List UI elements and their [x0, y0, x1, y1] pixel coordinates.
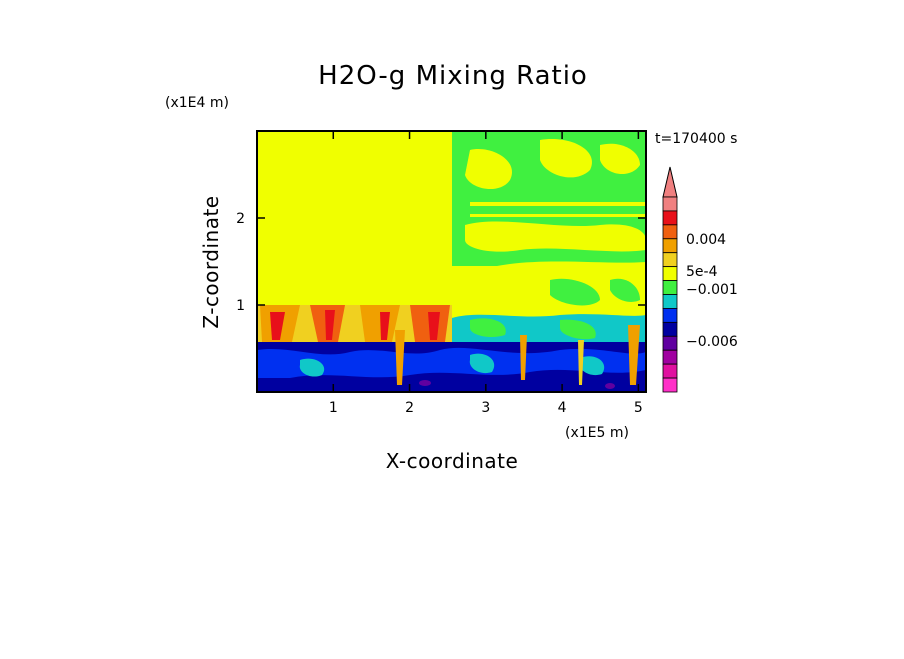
cyan-patch — [469, 353, 495, 374]
y-axis-title: Z-coordinate — [199, 195, 223, 328]
time-label: t=170400 s — [655, 131, 737, 147]
colorbar-swatch — [662, 196, 678, 212]
colorbar-tick-label: −0.001 — [686, 282, 738, 298]
colorbar-swatch — [662, 349, 678, 365]
y-tick-label: 2 — [236, 211, 245, 227]
x-tick-label: 2 — [405, 400, 414, 416]
colorbar-swatch — [662, 335, 678, 351]
orange-flame — [360, 305, 400, 342]
colorbar-tick-label: −0.006 — [686, 334, 738, 350]
y-tick-label: 1 — [236, 298, 245, 314]
y-axis: 12 — [236, 211, 646, 314]
purple-spot — [605, 383, 615, 389]
yellow-patch — [600, 143, 640, 175]
colorbar-swatch — [662, 377, 678, 393]
orange-flame — [380, 312, 390, 340]
x-tick-label: 4 — [558, 400, 567, 416]
colorbar-tick-label: 5e-4 — [686, 264, 718, 280]
yellow-band — [470, 202, 646, 206]
orange-streak — [578, 340, 584, 385]
x-axis: 1 2 3 4 5 — [329, 131, 643, 416]
yellow-patch — [465, 221, 646, 252]
chart-title: H2O-g Mixing Ratio — [318, 61, 588, 91]
orange-streak — [628, 325, 640, 385]
x-axis-title: X-coordinate — [386, 449, 519, 473]
colorbar-swatch — [662, 363, 678, 379]
yellow-patch — [460, 295, 493, 317]
colorbar-swatch — [662, 280, 678, 295]
y-unit-label: (x1E4 m) — [165, 95, 229, 111]
blue-patch — [257, 347, 646, 378]
orange-flame — [270, 312, 285, 340]
plot-frame — [256, 130, 647, 393]
cyan-patch — [579, 356, 605, 376]
orange-flame — [428, 312, 440, 340]
colorbar-swatch — [662, 266, 678, 281]
orange-streak — [395, 330, 405, 385]
cyan-patch — [299, 358, 325, 377]
green-patch — [560, 319, 596, 340]
colorbar-arrow — [662, 166, 678, 198]
colorbar-swatch — [662, 238, 678, 254]
yellow-patch — [540, 139, 592, 178]
colorbar-swatch — [662, 321, 678, 337]
purple-spot — [419, 380, 431, 386]
x-tick-label: 5 — [634, 400, 643, 416]
colorbar-swatch — [662, 252, 678, 268]
orange-streak — [520, 335, 527, 380]
green-patch — [610, 278, 640, 302]
orange-flame — [325, 310, 335, 340]
colorbar-swatch — [662, 308, 678, 323]
green-patch — [470, 318, 506, 338]
heatmap-field — [257, 131, 646, 392]
colorbar-tick-label: 0.004 — [686, 232, 726, 248]
x-unit-label: (x1E5 m) — [565, 425, 629, 441]
yellow-patch — [465, 149, 512, 190]
colorbar-swatch — [662, 294, 678, 309]
colorbar — [662, 166, 678, 393]
x-tick-label: 1 — [329, 400, 338, 416]
colorbar-swatch — [662, 210, 678, 226]
x-tick-label: 3 — [481, 400, 490, 416]
colorbar-swatch — [662, 224, 678, 240]
green-patch — [550, 278, 600, 306]
yellow-band — [470, 214, 646, 217]
